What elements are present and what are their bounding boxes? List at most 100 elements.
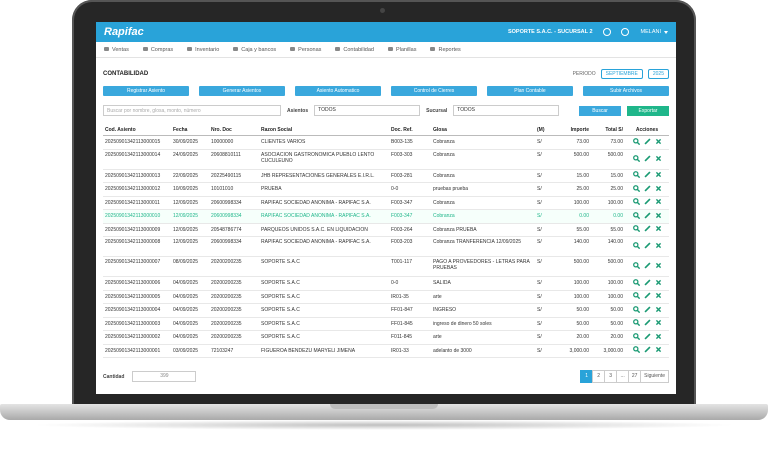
view-icon[interactable] <box>632 137 640 145</box>
view-icon[interactable] <box>632 292 640 300</box>
cell: 20608810111 <box>211 151 241 158</box>
cell: SOPORTE S.A.C <box>261 259 300 265</box>
cell: S/ <box>537 259 542 265</box>
sucursal-select[interactable]: TODOS <box>453 105 560 116</box>
edit-icon[interactable] <box>643 225 651 232</box>
edit-icon[interactable] <box>643 333 651 340</box>
cell: PRUEBA <box>261 186 282 193</box>
cell: 20250901342113000013 <box>105 172 161 179</box>
delete-icon[interactable] <box>655 225 662 232</box>
delete-icon[interactable] <box>655 171 662 178</box>
search-button[interactable]: Buscar <box>579 105 621 116</box>
view-icon[interactable] <box>632 346 640 354</box>
edit-icon[interactable] <box>643 346 651 353</box>
delete-icon[interactable] <box>655 306 662 313</box>
asientos-select[interactable]: TODOS <box>314 105 421 116</box>
view-icon[interactable] <box>632 278 640 286</box>
cell: arte <box>433 334 442 341</box>
delete-icon[interactable] <box>655 242 662 249</box>
cell: 100.00 <box>573 199 589 206</box>
view-icon[interactable] <box>632 225 640 233</box>
settings-icon[interactable] <box>620 28 629 36</box>
view-icon[interactable] <box>632 154 640 162</box>
logo[interactable]: Rapifac <box>104 26 144 38</box>
table-row: 20250901342113000007 08/09/2025 2020020023… <box>103 257 669 277</box>
camera <box>380 8 385 13</box>
action-button[interactable]: Control de Cierres <box>391 86 477 96</box>
edit-icon[interactable] <box>643 306 651 313</box>
user-menu[interactable]: MELANI <box>640 29 661 35</box>
delete-icon[interactable] <box>655 279 662 286</box>
edit-icon[interactable] <box>643 171 651 178</box>
company[interactable]: SOPORTE S.A.C. - SUCURSAL 2 <box>507 29 593 35</box>
cell: 0-0 <box>391 280 399 287</box>
nav-item[interactable]: Contabilidad <box>335 47 374 53</box>
view-icon[interactable] <box>632 262 640 270</box>
view-icon[interactable] <box>632 198 640 206</box>
nav-item[interactable]: Compras <box>143 47 173 53</box>
cell: S/ <box>537 334 542 341</box>
table-row: 20250901342113000011 12/09/2025 2060099833… <box>103 197 669 210</box>
nav-item[interactable]: Reportes <box>430 47 460 53</box>
cell: 25.00 <box>576 186 589 193</box>
cell: S/ <box>537 293 542 300</box>
nav-item[interactable]: Personas <box>290 47 321 53</box>
cell: 3,000.00 <box>603 347 623 354</box>
action-button[interactable]: Generar Asientos <box>199 86 285 96</box>
edit-icon[interactable] <box>643 185 651 192</box>
cell: SOPORTE S.A.C <box>261 280 300 287</box>
action-button[interactable]: Asiento Automatico <box>295 86 381 96</box>
delete-icon[interactable] <box>655 212 662 219</box>
month-select[interactable]: SEPTIEMBRE <box>600 69 643 79</box>
delete-icon[interactable] <box>655 292 662 299</box>
action-button[interactable]: Subir Archivos <box>583 86 669 96</box>
year-select[interactable]: 2025 <box>647 69 669 79</box>
delete-icon[interactable] <box>655 185 662 192</box>
cell: T001-117 <box>391 259 413 265</box>
cell: 20.00 <box>576 334 589 341</box>
delete-icon[interactable] <box>655 138 662 145</box>
next-button[interactable]: Siguiente <box>640 370 669 383</box>
nav-item[interactable]: Planillas <box>388 47 416 53</box>
cell: Cobranza <box>433 139 455 146</box>
cell: 12/09/2025 <box>173 226 199 233</box>
cell: 20250901342113000014 <box>105 151 161 158</box>
edit-icon[interactable] <box>643 198 651 205</box>
edit-icon[interactable] <box>643 292 651 299</box>
nav-item[interactable]: Ventas <box>104 47 129 53</box>
search-input[interactable]: Buscar por nombre, glosa, monto, número <box>103 105 281 116</box>
delete-icon[interactable] <box>655 346 662 353</box>
view-icon[interactable] <box>632 211 640 219</box>
edit-icon[interactable] <box>643 138 651 145</box>
view-icon[interactable] <box>632 305 640 313</box>
edit-icon[interactable] <box>643 242 651 249</box>
view-icon[interactable] <box>632 242 640 250</box>
delete-icon[interactable] <box>655 198 662 205</box>
edit-icon[interactable] <box>643 212 651 219</box>
delete-icon[interactable] <box>655 319 662 326</box>
theme-icon[interactable] <box>602 28 611 36</box>
cell: Cobranza <box>433 213 455 220</box>
edit-icon[interactable] <box>643 319 651 326</box>
view-icon[interactable] <box>632 319 640 327</box>
delete-icon[interactable] <box>655 333 662 340</box>
nav-item[interactable]: Caja y bancos <box>233 47 276 53</box>
pagination: 1 2 3... 27 Siguiente <box>580 370 669 383</box>
cell: CLIENTES VARIOS <box>261 139 306 146</box>
cell: Cobranza <box>433 151 455 158</box>
action-button[interactable]: Registrar Asiento <box>103 86 189 96</box>
delete-icon[interactable] <box>655 262 662 269</box>
edit-icon[interactable] <box>643 262 651 269</box>
nav-item[interactable]: Inventario <box>187 47 219 53</box>
delete-icon[interactable] <box>655 155 662 162</box>
view-icon[interactable] <box>632 184 640 192</box>
view-icon[interactable] <box>632 171 640 179</box>
sucursal-label: Sucursal <box>426 107 448 114</box>
edit-icon[interactable] <box>643 279 651 286</box>
edit-icon[interactable] <box>643 154 651 162</box>
export-button[interactable]: Exportar <box>627 105 669 116</box>
action-button[interactable]: Plan Contable <box>487 86 573 96</box>
cell: 20600998334 <box>211 199 242 206</box>
cell: 04/09/2025 <box>173 307 199 314</box>
view-icon[interactable] <box>632 332 640 340</box>
